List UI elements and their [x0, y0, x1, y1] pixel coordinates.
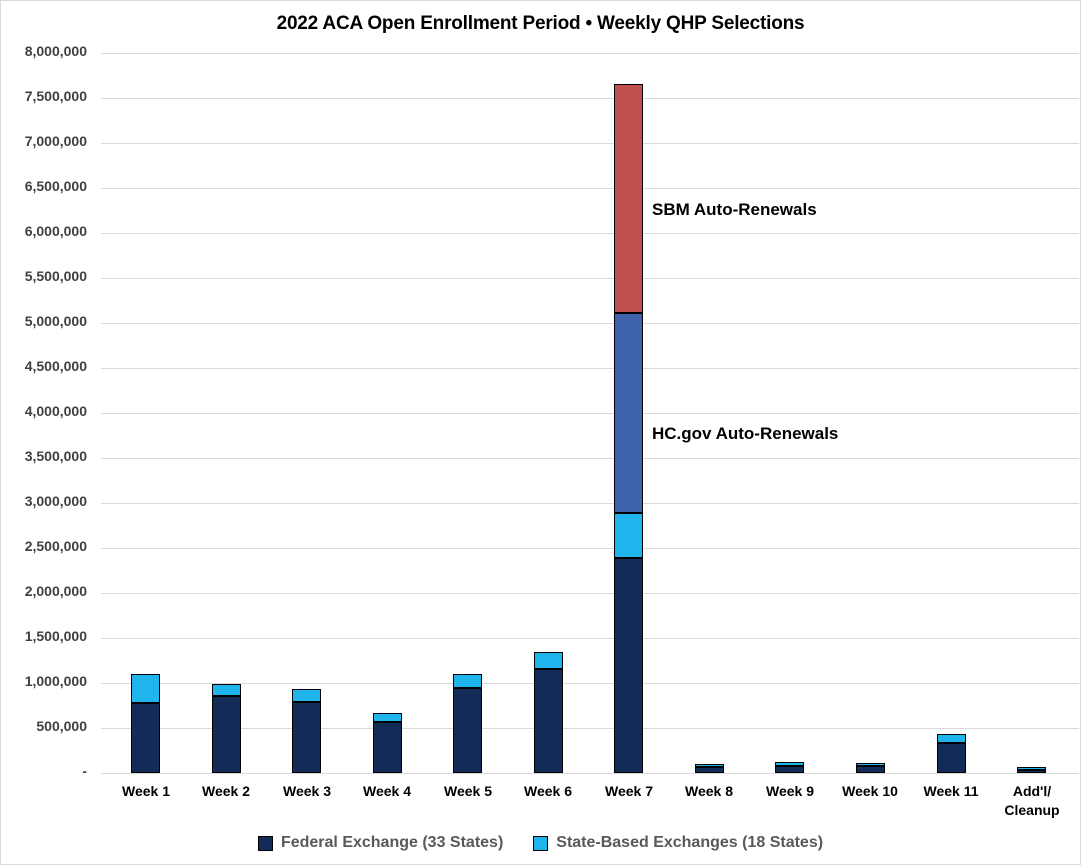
- y-axis-tick-label: 500,000: [36, 718, 87, 734]
- legend-item-federal-exchange: Federal Exchange (33 States): [257, 834, 504, 852]
- gridline: [101, 548, 1079, 549]
- gridline: [101, 98, 1079, 99]
- y-axis-tick-label: 4,000,000: [24, 403, 87, 419]
- bar-week-11-state-based-exchanges-18-states-: [937, 734, 966, 743]
- bar-week-6-state-based-exchanges-18-states-: [534, 652, 563, 669]
- bar-week-7-federal-exchange-33-states-: [614, 558, 643, 773]
- bar-week-2-state-based-exchanges-18-states-: [212, 684, 241, 696]
- legend: Federal Exchange (33 States) State-Based…: [1, 834, 1080, 852]
- y-axis-tick-label: 4,500,000: [24, 358, 87, 374]
- bar-add-l--state-based-exchanges-18-states-: [1017, 767, 1046, 770]
- gridline: [101, 53, 1079, 54]
- bar-week-10-state-based-exchanges-18-states-: [856, 763, 885, 766]
- gridline: [101, 638, 1079, 639]
- bar-week-1-state-based-exchanges-18-states-: [131, 674, 160, 703]
- legend-swatch-state-based-exchanges: [533, 835, 549, 851]
- y-axis-tick-label: -: [82, 763, 87, 779]
- gridline: [101, 143, 1079, 144]
- legend-item-state-based-exchanges: State-Based Exchanges (18 States): [533, 834, 823, 852]
- y-axis-tick-label: 8,000,000: [24, 43, 87, 59]
- bar-week-9-federal-exchange-33-states-: [775, 766, 804, 773]
- chart-title: 2022 ACA Open Enrollment Period • Weekly…: [276, 13, 805, 34]
- gridline: [101, 323, 1079, 324]
- x-axis-label: Week 9: [766, 783, 814, 799]
- y-axis-tick-label: 7,500,000: [24, 88, 87, 104]
- y-axis-tick-label: 6,500,000: [24, 178, 87, 194]
- y-axis-tick-label: 3,500,000: [24, 448, 87, 464]
- x-axis-label: Week 5: [444, 783, 492, 799]
- gridline: [101, 188, 1079, 189]
- y-axis-tick-label: 3,000,000: [24, 493, 87, 509]
- y-axis-tick-label: 6,000,000: [24, 223, 87, 239]
- gridline: [101, 368, 1079, 369]
- gridline: [101, 593, 1079, 594]
- bar-week-10-federal-exchange-33-states-: [856, 766, 885, 773]
- gridline: [101, 458, 1079, 459]
- x-axis-label: Week 11: [923, 783, 979, 799]
- x-axis-label: Week 10: [842, 783, 898, 799]
- annotation-sbm-auto-renewals: SBM Auto-Renewals: [652, 200, 817, 219]
- bar-week-9-state-based-exchanges-18-states-: [775, 762, 804, 766]
- legend-swatch-federal-exchange: [257, 835, 273, 851]
- y-axis-tick-label: 1,000,000: [24, 673, 87, 689]
- x-axis-label: Week 3: [283, 783, 331, 799]
- bar-week-4-federal-exchange-33-states-: [373, 722, 402, 773]
- bar-add-l--federal-exchange-33-states-: [1017, 770, 1046, 773]
- gridline: [101, 728, 1079, 729]
- x-axis-label: Week 2: [202, 783, 250, 799]
- gridline: [101, 683, 1079, 684]
- y-axis-tick-label: 2,500,000: [24, 538, 87, 554]
- bar-week-7-sbm-auto-renewals: [614, 84, 643, 313]
- gridline: [101, 278, 1079, 279]
- bar-week-11-federal-exchange-33-states-: [937, 743, 966, 773]
- x-axis-label: Week 8: [685, 783, 733, 799]
- gridline: [101, 233, 1079, 234]
- bar-week-3-federal-exchange-33-states-: [292, 702, 321, 773]
- legend-label-federal-exchange: Federal Exchange (33 States): [280, 834, 504, 851]
- bar-week-1-federal-exchange-33-states-: [131, 703, 160, 773]
- y-axis-tick-label: 2,000,000: [24, 583, 87, 599]
- bar-week-8-state-based-exchanges-18-states-: [695, 764, 724, 767]
- gridline: [101, 413, 1079, 414]
- bar-week-2-federal-exchange-33-states-: [212, 696, 241, 773]
- y-axis-tick-label: 7,000,000: [24, 133, 87, 149]
- y-axis-tick-label: 5,000,000: [24, 313, 87, 329]
- x-axis-label: Week 7: [605, 783, 653, 799]
- x-axis-label: Week 6: [524, 783, 572, 799]
- legend-label-state-based-exchanges: State-Based Exchanges (18 States): [556, 834, 824, 851]
- bar-week-5-state-based-exchanges-18-states-: [453, 674, 482, 688]
- bar-week-7-state-based-exchanges-18-states-: [614, 513, 643, 558]
- y-axis-tick-label: 5,500,000: [24, 268, 87, 284]
- bar-week-6-federal-exchange-33-states-: [534, 669, 563, 773]
- gridline: [101, 773, 1079, 774]
- bar-week-5-federal-exchange-33-states-: [453, 688, 482, 773]
- bar-week-3-state-based-exchanges-18-states-: [292, 689, 321, 702]
- x-axis-label: Week 1: [122, 783, 170, 799]
- bar-week-7-hc-gov-auto-renewals: [614, 313, 643, 513]
- y-axis-tick-label: 1,500,000: [24, 628, 87, 644]
- gridline: [101, 503, 1079, 504]
- x-axis-label: Week 4: [363, 783, 411, 799]
- bar-week-4-state-based-exchanges-18-states-: [373, 713, 402, 722]
- x-axis-label: Add'l/ Cleanup: [1004, 783, 1060, 818]
- annotation-hcgov-auto-renewals: HC.gov Auto-Renewals: [652, 424, 839, 443]
- bar-week-8-federal-exchange-33-states-: [695, 767, 724, 773]
